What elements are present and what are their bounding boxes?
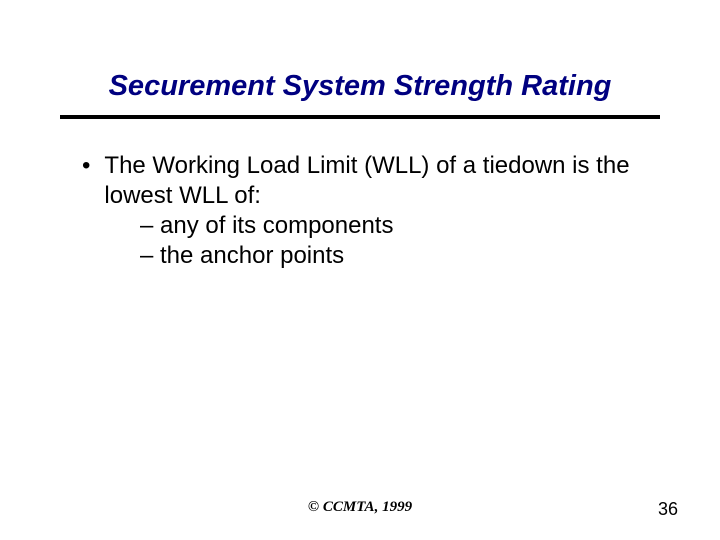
sub-bullet-item: – the anchor points	[140, 241, 660, 271]
bullet-text: The Working Load Limit (WLL) of a tiedow…	[104, 151, 660, 211]
sub-bullet-item: – any of its components	[140, 211, 660, 241]
slide: Securement System Strength Rating • The …	[0, 0, 720, 540]
bullet-item: • The Working Load Limit (WLL) of a tied…	[82, 151, 660, 211]
slide-title: Securement System Strength Rating	[60, 70, 660, 119]
slide-content: • The Working Load Limit (WLL) of a tied…	[60, 151, 660, 271]
page-number: 36	[658, 499, 678, 520]
bullet-marker: •	[82, 151, 90, 181]
copyright-text: © CCMTA, 1999	[0, 499, 720, 516]
